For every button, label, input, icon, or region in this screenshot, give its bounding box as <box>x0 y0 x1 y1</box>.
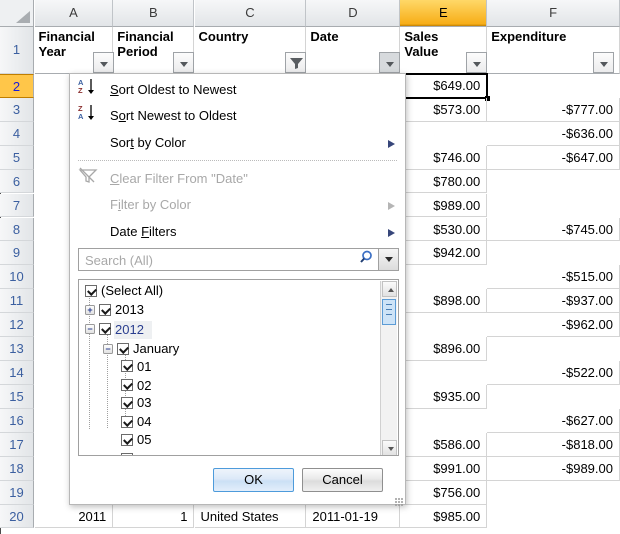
svg-text:Z: Z <box>78 86 83 95</box>
svg-text:A: A <box>78 112 84 121</box>
